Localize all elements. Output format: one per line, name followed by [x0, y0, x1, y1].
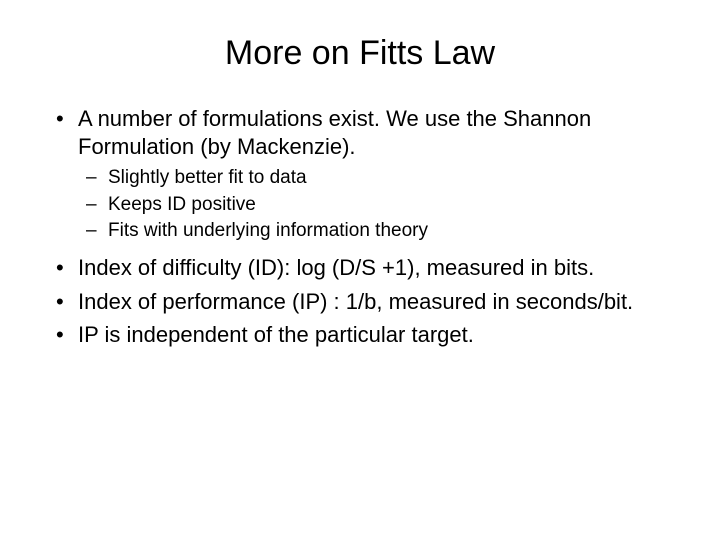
sub-bullet-group: Slightly better fit to data Keeps ID pos…	[50, 166, 670, 244]
bullet-item: Index of performance (IP) : 1/b, measure…	[50, 288, 670, 316]
sub-bullet-item: Fits with underlying information theory	[50, 219, 670, 244]
bullet-item: Index of difficulty (ID): log (D/S +1), …	[50, 254, 670, 282]
bullet-item: IP is independent of the particular targ…	[50, 321, 670, 349]
sub-bullet-item: Slightly better fit to data	[50, 166, 670, 191]
slide-title: More on Fitts Law	[50, 34, 670, 73]
sub-bullet-item: Keeps ID positive	[50, 193, 670, 218]
bullet-item: A number of formulations exist. We use t…	[50, 105, 670, 160]
bullet-list: A number of formulations exist. We use t…	[50, 105, 670, 349]
